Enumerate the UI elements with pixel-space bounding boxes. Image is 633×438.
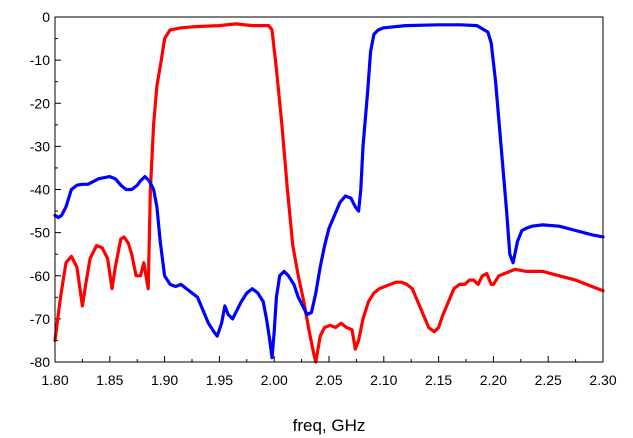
y-tick-label-8: -80 xyxy=(30,354,50,370)
x-tick-label-6: 2.10 xyxy=(370,372,397,388)
x-tick-label-4: 2.00 xyxy=(261,372,288,388)
x-tick-label-3: 1.95 xyxy=(206,372,233,388)
y-tick-labels: 0 -10 -20 -30 -40 -50 -60 -70 -80 xyxy=(30,9,50,370)
x-tick-label-7: 2.15 xyxy=(425,372,452,388)
y-tick-label-0: 0 xyxy=(42,9,50,25)
plot-frame xyxy=(54,16,604,363)
x-tick-label-10: 2.30 xyxy=(589,372,616,388)
series-layer xyxy=(53,22,605,364)
y-tick-label-3: -30 xyxy=(30,138,50,154)
y-tick-label-7: -70 xyxy=(30,311,50,327)
blue-trace xyxy=(53,23,605,360)
x-tick-label-0: 1.80 xyxy=(41,372,68,388)
x-tick-label-5: 2.05 xyxy=(315,372,342,388)
x-tick-label-9: 2.25 xyxy=(535,372,562,388)
y-tick-label-5: -50 xyxy=(30,225,50,241)
y-tick-label-2: -20 xyxy=(30,95,50,111)
x-axis-title: freq, GHz xyxy=(293,416,366,435)
y-tick-label-6: -60 xyxy=(30,268,50,284)
x-tick-label-1: 1.85 xyxy=(96,372,123,388)
y-tick-label-1: -10 xyxy=(30,52,50,68)
y-tick-label-4: -40 xyxy=(30,182,50,198)
axis-ticks xyxy=(54,16,604,363)
x-tick-label-2: 1.90 xyxy=(151,372,178,388)
red-trace xyxy=(53,22,605,364)
x-tick-label-8: 2.20 xyxy=(480,372,507,388)
x-tick-labels: 1.80 1.85 1.90 1.95 2.00 2.05 2.10 2.15 … xyxy=(41,372,616,388)
